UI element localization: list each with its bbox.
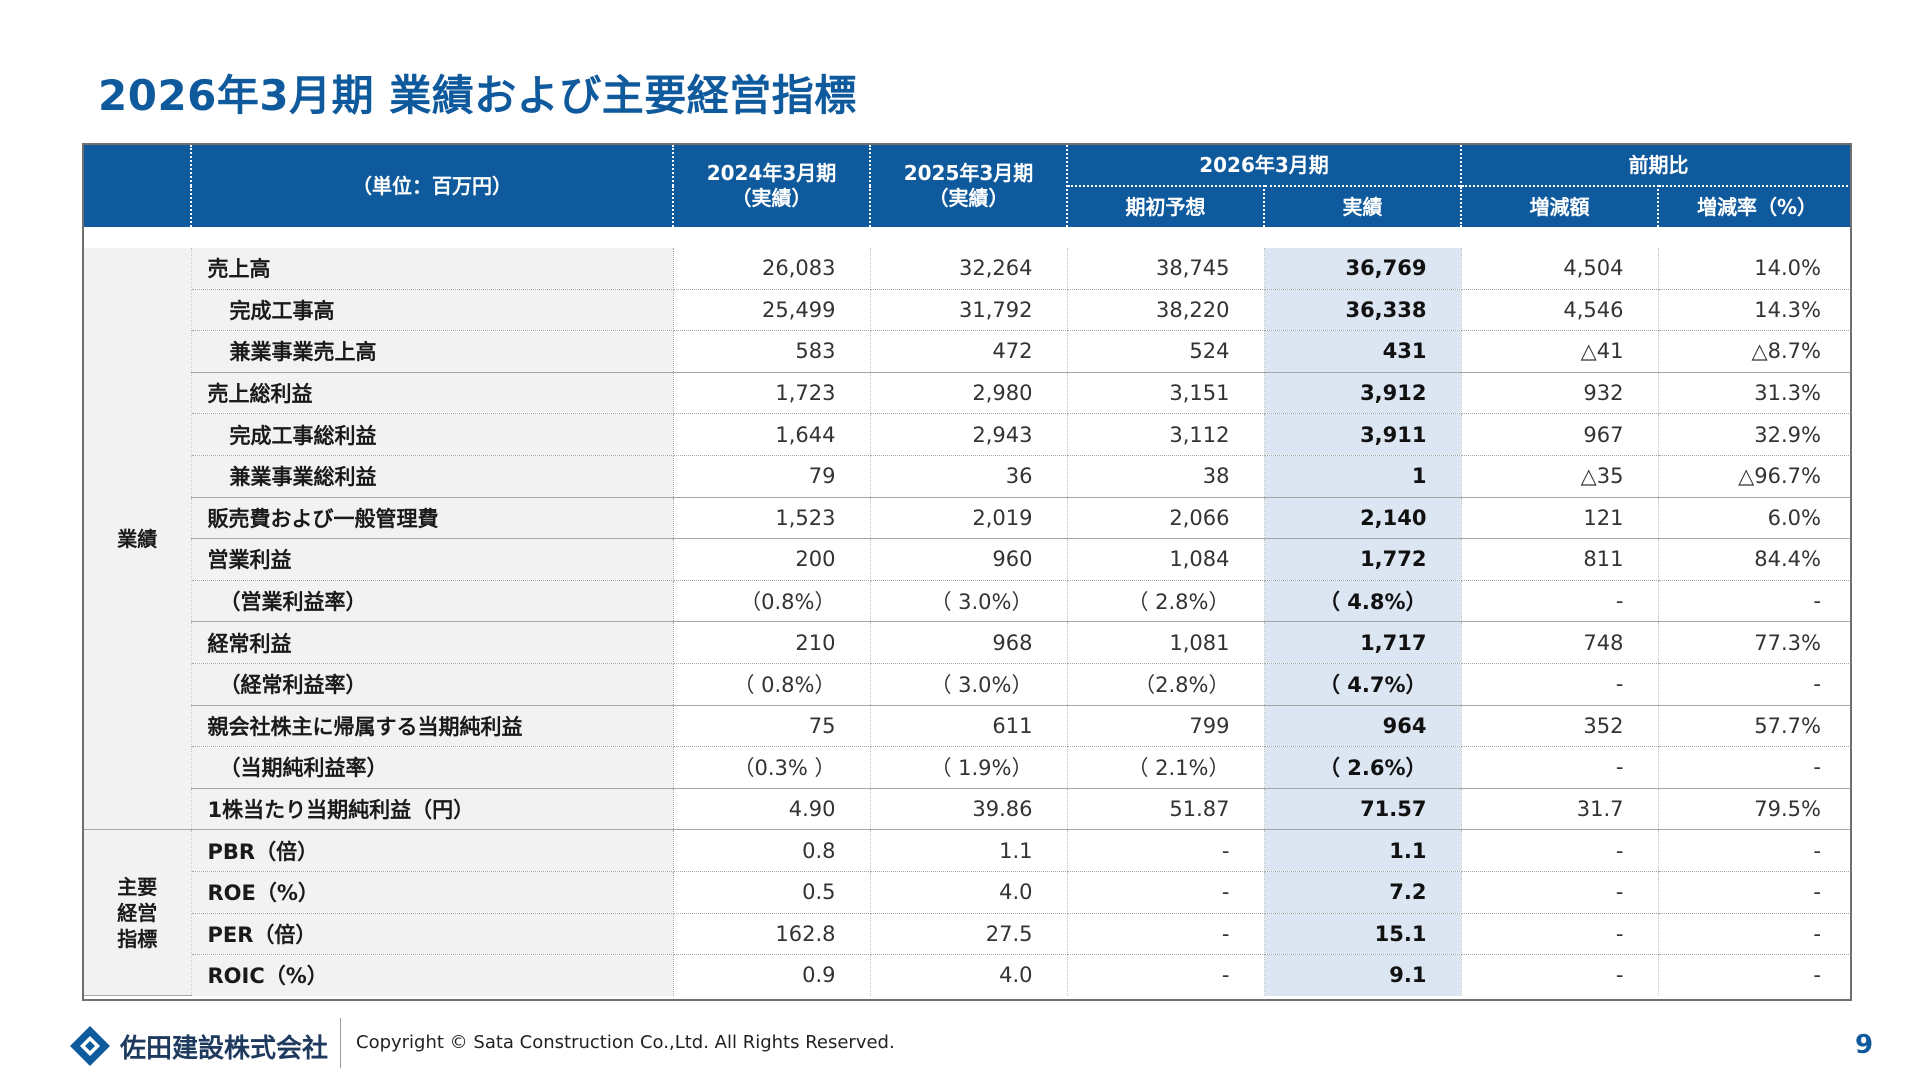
header-forecast: 期初予想	[1067, 185, 1265, 227]
table-row: 売上総利益 1,723 2,980 3,151 3,912 932 31.3%	[84, 372, 1850, 415]
row-label: 売上総利益	[191, 372, 674, 415]
copyright-text: Copyright © Sata Construction Co.,Ltd. A…	[356, 1032, 895, 1053]
page-number: 9	[1855, 1030, 1874, 1060]
row-label: 親会社株主に帰属する当期純利益	[191, 705, 674, 748]
table-row: 経常利益 210 968 1,081 1,717 748 77.3%	[84, 621, 1850, 664]
table-row: 営業利益 200 960 1,084 1,772 811 84.4%	[84, 538, 1850, 581]
table-row: 親会社株主に帰属する当期純利益 75 611 799 964 352 57.7%	[84, 705, 1850, 748]
row-label: 兼業事業総利益	[191, 455, 674, 498]
table-row: 主要 経営 指標 PBR（倍） 0.8 1.1 - 1.1 - -	[84, 829, 1850, 997]
table-row: 1株当たり当期純利益（円） 4.90 39.86 51.87 71.57 31.…	[84, 788, 1850, 831]
row-label: 販売費および一般管理費	[191, 497, 674, 540]
row-label: （営業利益率）	[191, 580, 674, 623]
company-name: 佐田建設株式会社	[120, 1033, 329, 1064]
company-logo-icon	[70, 1026, 110, 1066]
row-label: 兼業事業売上高	[191, 330, 674, 373]
table-row: 業績 売上高 26,083 32,264 38,745 36,769 4,504…	[84, 248, 1850, 831]
table-row: 兼業事業売上高 583 472 524 431 △41 △8.7%	[84, 330, 1850, 373]
row-label: 1株当たり当期純利益（円）	[191, 788, 674, 831]
table-row: （当期純利益率） （0.3% ） （ 1.9%） （ 2.1%） （ 2.6%）…	[84, 746, 1850, 789]
row-label: 売上高	[191, 248, 674, 290]
header-fy2025: 2025年3月期 （実績）	[870, 145, 1068, 227]
footer-divider	[340, 1018, 341, 1068]
header-change: 増減額	[1461, 185, 1659, 227]
table-row: 完成工事総利益 1,644 2,943 3,112 3,911 967 32.9…	[84, 413, 1850, 456]
row-label: 完成工事総利益	[191, 413, 674, 456]
table-row: ROE（%） 0.5 4.0 - 7.2 - -	[84, 871, 1850, 914]
table-row: （経常利益率） （ 0.8%） （ 3.0%） （2.8%） （ 4.7%） -…	[84, 663, 1850, 706]
header-rate: 増減率（%）	[1658, 185, 1850, 227]
table-row: 完成工事高 25,499 31,792 38,220 36,338 4,546 …	[84, 289, 1850, 332]
category-performance: 業績	[84, 248, 192, 831]
table-row: （営業利益率） （0.8%） （ 3.0%） （ 2.8%） （ 4.8%） -…	[84, 580, 1850, 623]
row-label: 経常利益	[191, 621, 674, 664]
performance-table: （単位：百万円） 2024年3月期 （実績） 2025年3月期 （実績） 202…	[84, 145, 1850, 997]
company-logo: 佐田建設株式会社	[68, 1022, 328, 1070]
row-label: ROE（%）	[191, 871, 674, 914]
table-row: 兼業事業総利益 79 36 38 1 △35 △96.7%	[84, 455, 1850, 498]
row-label: PER（倍）	[191, 913, 674, 956]
row-label: 営業利益	[191, 538, 674, 581]
row-label: （経常利益率）	[191, 663, 674, 706]
table-row: ROIC（%） 0.9 4.0 - 9.1 - -	[84, 954, 1850, 996]
page-title: 2026年3月期 業績および主要経営指標	[98, 71, 857, 120]
table-row: PER（倍） 162.8 27.5 - 15.1 - -	[84, 913, 1850, 956]
row-label: ROIC（%）	[191, 954, 674, 996]
performance-table-container: （単位：百万円） 2024年3月期 （実績） 2025年3月期 （実績） 202…	[82, 143, 1852, 1001]
header-category	[84, 145, 192, 227]
header-yoy: 前期比	[1461, 145, 1850, 186]
row-label: PBR（倍）	[191, 829, 674, 872]
header-fy2024: 2024年3月期 （実績）	[673, 145, 871, 227]
header-fy2026: 2026年3月期	[1067, 145, 1462, 186]
row-label: （当期純利益率）	[191, 746, 674, 789]
header-unit: （単位：百万円）	[191, 145, 674, 227]
header-actual: 実績	[1264, 185, 1462, 227]
row-label: 完成工事高	[191, 289, 674, 332]
table-row: 販売費および一般管理費 1,523 2,019 2,066 2,140 121 …	[84, 497, 1850, 540]
category-indicators: 主要 経営 指標	[84, 829, 192, 997]
